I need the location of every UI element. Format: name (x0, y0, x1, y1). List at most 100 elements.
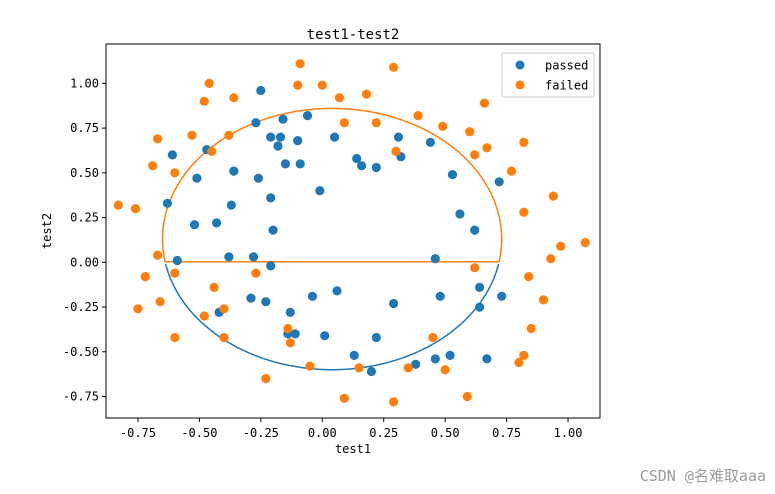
failed-point (391, 146, 401, 156)
x-tick-label: 1.00 (554, 426, 583, 440)
failed-point (339, 118, 349, 128)
legend-box (501, 52, 595, 98)
legend-label-failed: failed (545, 79, 588, 93)
failed-point (153, 250, 163, 260)
failed-point (514, 357, 524, 368)
passed-point (280, 159, 290, 169)
legend-marker-passed (515, 60, 525, 70)
passed-point (285, 307, 295, 317)
passed-point (332, 286, 342, 296)
passed-point (447, 170, 458, 180)
series-failed (113, 59, 590, 407)
passed-point (389, 298, 399, 309)
passed-point (371, 332, 381, 343)
failed-point (224, 130, 234, 140)
y-tick-label: -0.50 (63, 345, 99, 359)
passed-point (371, 162, 381, 173)
passed-point (430, 354, 440, 364)
failed-point (524, 272, 534, 282)
failed-point (170, 332, 180, 343)
passed-point (167, 150, 177, 160)
failed-point (361, 89, 372, 99)
x-axis: -0.75 -0.50 -0.25 0.00 0.25 0.50 0.75 1.00 (120, 418, 583, 440)
failed-point (155, 297, 165, 307)
passed-point (248, 252, 259, 262)
x-tick-label: 0.75 (492, 426, 521, 440)
failed-point (204, 78, 214, 88)
failed-point (354, 363, 364, 373)
x-tick-label: 0.50 (431, 426, 460, 440)
failed-point (470, 263, 480, 273)
failed-point (199, 96, 209, 106)
failed-point (440, 365, 450, 375)
x-tick-label: 0.00 (308, 426, 337, 440)
passed-point (494, 177, 504, 187)
passed-point (475, 282, 485, 292)
failed-point (546, 254, 556, 264)
failed-point (506, 166, 517, 176)
failed-point (519, 350, 529, 360)
failed-point (251, 268, 261, 278)
x-tick-label: -0.50 (181, 426, 217, 440)
failed-point (113, 200, 123, 210)
passed-point (430, 254, 440, 264)
passed-point (302, 111, 313, 121)
passed-point (212, 218, 222, 228)
passed-point (425, 137, 435, 147)
failed-point (580, 238, 590, 248)
failed-point (462, 391, 472, 402)
passed-point (162, 198, 172, 208)
passed-point (172, 255, 182, 266)
passed-point (307, 291, 317, 301)
passed-point (266, 193, 276, 203)
failed-point (317, 80, 327, 90)
passed-point (349, 350, 359, 360)
passed-point (261, 297, 271, 307)
failed-point (438, 121, 448, 131)
failed-point (219, 304, 229, 314)
passed-point (330, 132, 340, 142)
failed-point (548, 191, 558, 201)
failed-point (219, 332, 229, 343)
series-passed (162, 85, 507, 377)
failed-point (140, 272, 150, 282)
passed-point (315, 186, 325, 196)
passed-point (366, 366, 376, 377)
x-tick-label: 0.25 (369, 426, 398, 440)
failed-point (519, 207, 529, 217)
passed-point (290, 329, 300, 339)
failed-point (339, 393, 349, 403)
y-tick-label: -0.75 (63, 390, 99, 404)
failed-point (229, 93, 239, 103)
failed-point (187, 130, 197, 140)
failed-point (293, 80, 303, 90)
x-axis-label: test1 (335, 442, 371, 456)
passed-point (226, 200, 236, 210)
failed-point (479, 98, 490, 108)
passed-point (189, 220, 200, 230)
failed-point (261, 374, 271, 384)
decision-boundary (161, 107, 503, 371)
passed-point (357, 161, 367, 171)
failed-point (465, 127, 475, 137)
failed-point (538, 295, 549, 305)
failed-point (482, 143, 492, 153)
y-tick-label: 0.25 (70, 211, 99, 225)
passed-point (352, 153, 362, 164)
failed-point (389, 62, 399, 72)
passed-point (273, 141, 283, 151)
passed-point (475, 302, 485, 312)
passed-point (224, 252, 234, 262)
passed-point (320, 331, 330, 341)
failed-point (170, 268, 180, 278)
y-axis-label: test2 (40, 213, 54, 249)
failed-point (470, 150, 480, 160)
y-tick-label: 1.00 (70, 76, 99, 90)
y-axis: -0.75 -0.50 -0.25 0.00 0.25 0.50 0.75 1.00 (63, 76, 106, 404)
failed-point (334, 93, 345, 103)
passed-point (393, 132, 404, 142)
boundary-lower-arc (164, 263, 500, 371)
passed-point (266, 261, 276, 271)
passed-point (266, 132, 276, 142)
